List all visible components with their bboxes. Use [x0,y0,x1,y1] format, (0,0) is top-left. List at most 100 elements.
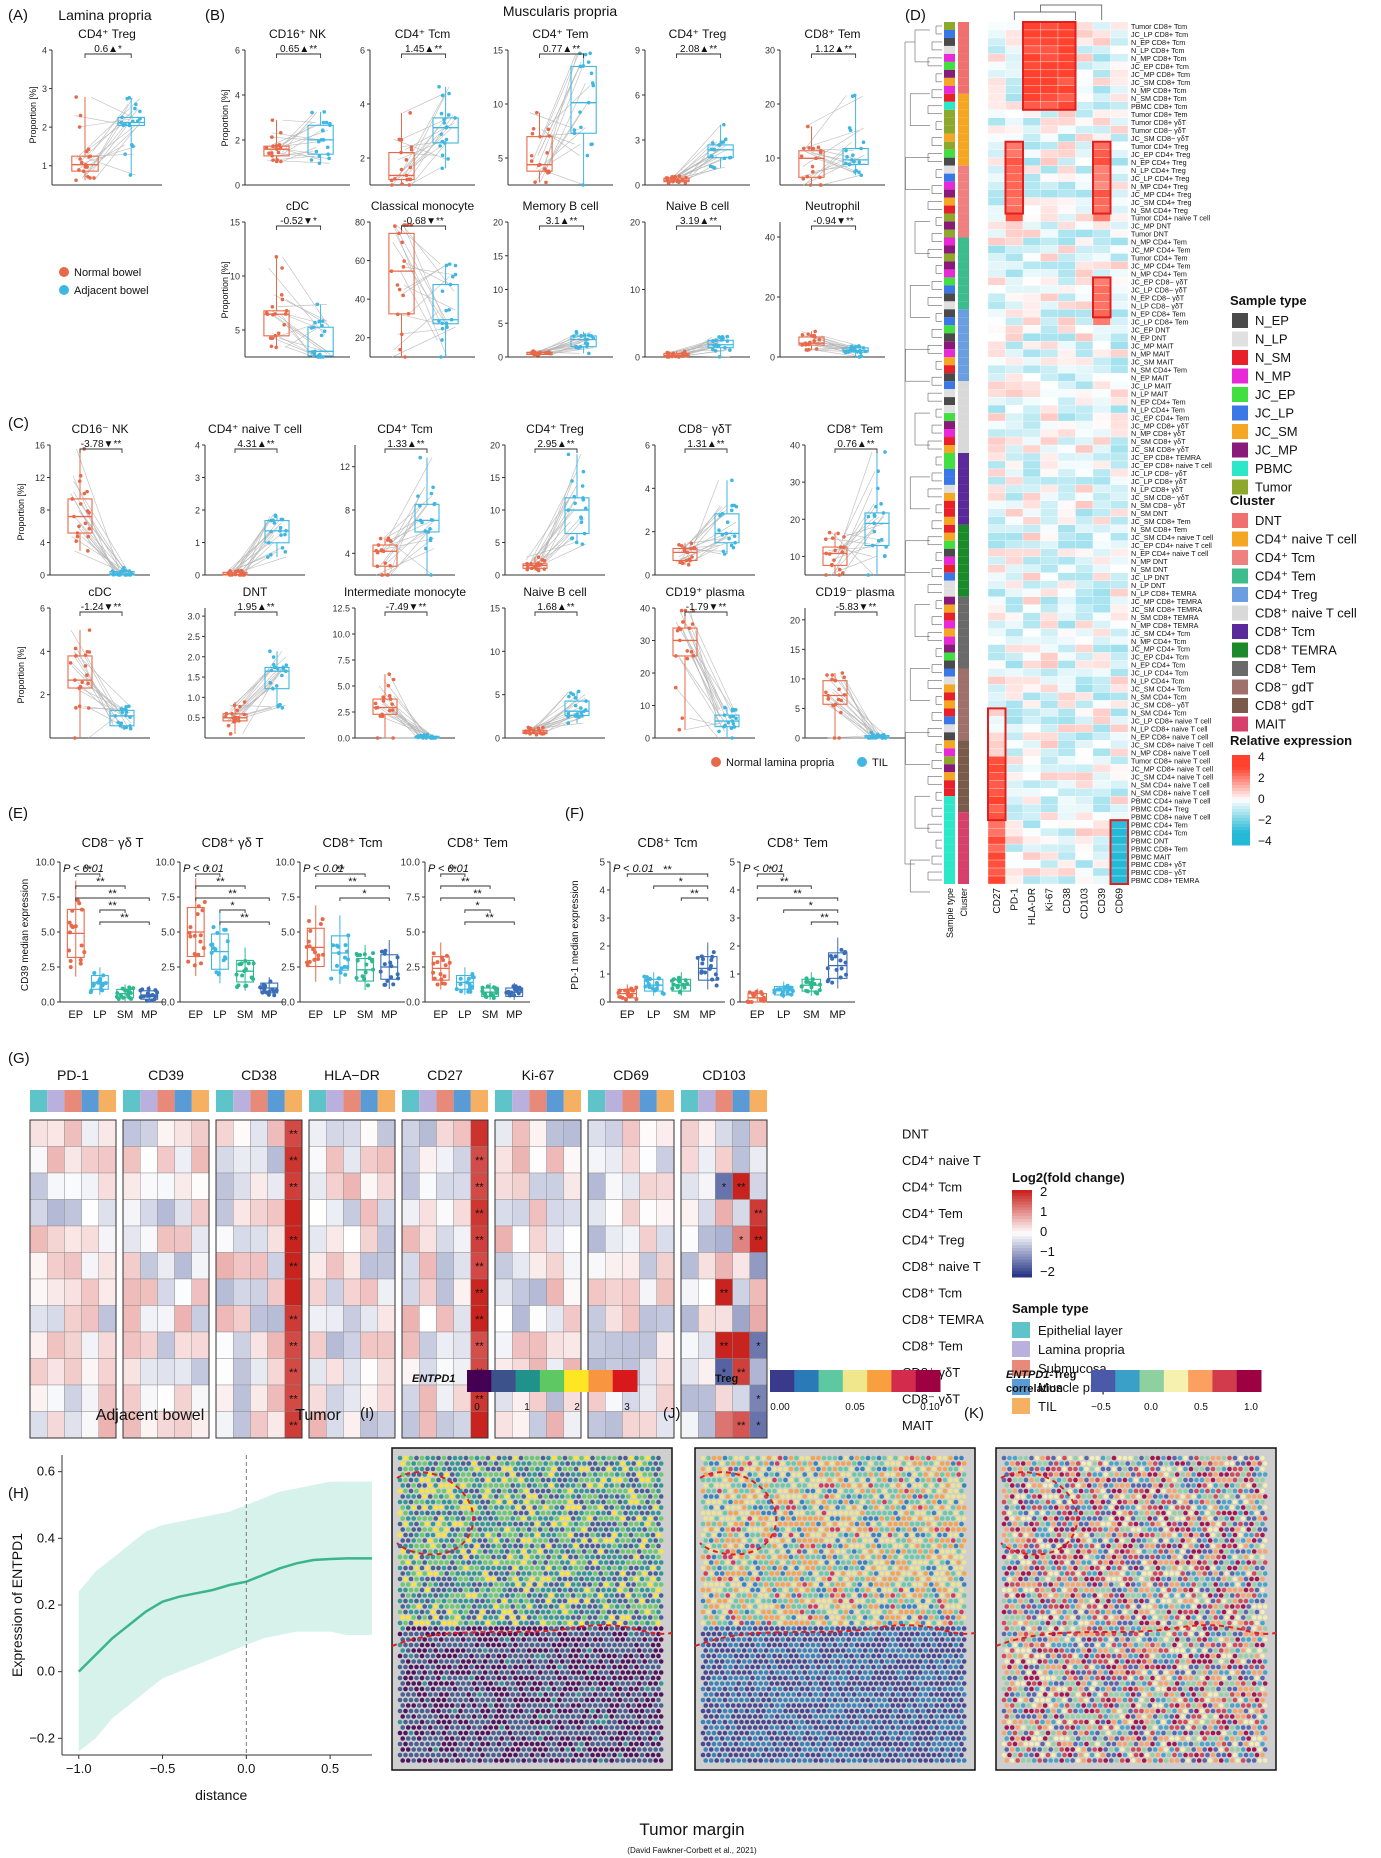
tissue-spot [515,1516,521,1521]
heatmap-cell [1040,404,1059,414]
tissue-spot [631,1505,636,1510]
heatmap-cell [1092,867,1111,877]
heatmap-cell [1005,748,1024,757]
heatmap-cell [1075,85,1094,94]
fc-cell [343,1172,361,1200]
group-b-point [444,321,449,325]
tissue-spot [416,1494,422,1499]
legend-label: N_SM [1255,350,1291,365]
group-b-point [315,302,320,307]
dendro-branch [927,153,942,162]
y-tick-label: 6 [235,46,240,56]
tissue-spot [515,1505,521,1510]
plot-title: CD4⁺ Tem [532,27,588,41]
fc-cell [81,1119,99,1147]
tissue-spot [488,1494,494,1499]
heatmap-cell [1092,492,1111,502]
heatmap-cell [1022,428,1041,438]
group-a-point [73,646,78,651]
group-b-point [581,498,586,502]
colorbar-step [1012,1259,1032,1263]
colorbar-step [1232,830,1250,834]
tissue-spot [491,1455,496,1461]
heatmap-cell [987,772,1006,781]
heatmap-cell [987,133,1006,142]
y-tick-label: 4 [729,886,735,897]
tissue-spot [546,1499,551,1505]
fc-cell [436,1384,454,1412]
heatmap-cell [987,516,1006,525]
fc-cell [377,1252,396,1280]
group-a-point [536,568,541,573]
group-b-point [439,111,444,116]
colorbar-step [1232,815,1250,819]
tissue-spot [634,1455,639,1461]
heatmap-cell [1040,851,1059,861]
y-tick-label: 0 [599,998,605,1009]
tissue-spot [488,1516,494,1521]
tissue-spot [488,1461,494,1466]
fc-cell [139,1172,158,1200]
fc-cell [529,1146,547,1174]
group-a-point [83,165,88,169]
box-point [115,991,120,996]
stat-bracket [676,53,722,58]
group-b-point [118,723,123,728]
group-b-point [429,573,433,577]
heatmap-cell [1005,780,1024,789]
tissue-spot [403,1510,408,1516]
heatmap-cell [1110,612,1129,621]
tissue-spot [507,1455,513,1461]
box-point [491,985,496,990]
tissue-spot [540,1488,546,1494]
tissue-spot [449,1472,455,1477]
plot-title: CD19⁻ plasma [815,585,894,599]
box-point [320,917,325,922]
group-b-point [586,100,591,105]
cluster-cell [958,524,969,533]
cluster-cell [958,692,969,701]
box-point [838,958,843,963]
fc-cell [453,1411,472,1439]
dendro-branch [905,348,930,382]
y-tick-label: 8 [40,506,45,516]
heatmap-cell [1092,117,1111,126]
tissue-spot [444,1483,450,1488]
heatmap-cell [1057,261,1076,270]
x-tick-label: 0.0 [237,1761,255,1776]
group-a-point [818,150,823,154]
heatmap-cell [987,53,1006,63]
box-point [155,990,160,995]
group-b-point [319,333,324,338]
heatmap-cell [1057,53,1076,63]
pair-line [76,648,114,727]
fc-cell [680,1119,699,1147]
heatmap-cell [1040,748,1059,757]
fc-cell [122,1225,141,1253]
legend-swatch [1232,331,1248,347]
x-axis-label: distance [195,1787,247,1803]
heatmap-cell [1005,668,1024,677]
heatmap-cell [1005,548,1024,557]
box-point [222,955,227,960]
tissue-spot [592,1483,598,1488]
heatmap-cell [1005,349,1024,358]
fc-cell [174,1199,193,1227]
group-a-point [525,561,529,566]
group-a-point [277,142,282,147]
group-b-point [442,117,446,122]
cluster-cell [958,732,969,741]
tissue-spot [576,1472,581,1477]
heatmap-cell [1075,181,1094,190]
sample-type-cell [944,22,955,30]
cluster-cell [958,852,969,861]
heatmap-cell [1057,859,1076,869]
heatmap-cell [1022,532,1041,541]
fc-cell [715,1411,733,1439]
y-tick-label: 15 [790,645,800,655]
group-b-point [570,479,574,483]
heatmap-cell [1075,740,1094,749]
legend-dot-til [857,757,867,767]
group-b-point [446,113,451,117]
plot-title: CD4⁺ Treg [669,27,727,41]
